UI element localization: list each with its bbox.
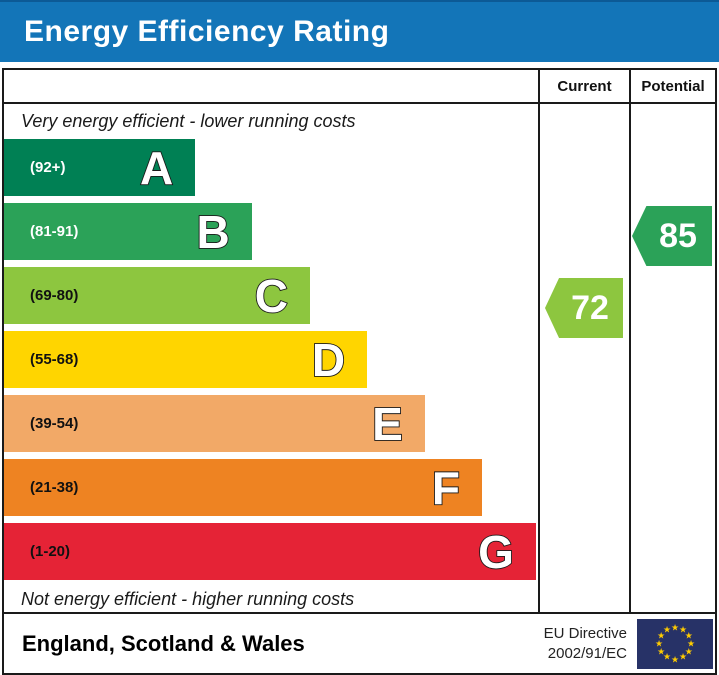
eu-star-icon: ★ [670, 654, 680, 664]
current-rating-value: 72 [571, 288, 609, 327]
band-c-letter: C [254, 269, 289, 322]
band-f: (21-38) F [4, 459, 482, 516]
current-rating-arrow: 72 [545, 278, 623, 338]
band-f-range: (21-38) [30, 479, 79, 496]
header-cell-potential: Potential [629, 70, 715, 102]
eu-star-icon: ★ [686, 638, 696, 648]
band-g-letter: G [477, 525, 515, 578]
band-a-letter: A [139, 141, 174, 194]
eu-flag-icon: ★ ★ ★ ★ ★ ★ ★ ★ ★ ★ ★ ★ [637, 618, 713, 669]
potential-rating-arrow: 85 [632, 206, 712, 266]
eu-star-icon: ★ [678, 624, 688, 635]
band-g-range: (1-20) [30, 543, 71, 560]
band-e-letter: E [371, 397, 403, 450]
band-c-range: (69-80) [30, 287, 79, 304]
caption-very-efficient: Very energy efficient - lower running co… [21, 111, 356, 131]
band-a: (92+) A [4, 139, 196, 196]
eu-star-icon: ★ [670, 622, 680, 632]
rating-bands-area: Very energy efficient - lower running co… [4, 102, 538, 612]
band-g: (1-20) G [4, 523, 536, 580]
potential-rating-column: 85 [629, 102, 715, 612]
band-e: (39-54) E [4, 395, 425, 452]
current-rating-column: 72 [538, 102, 629, 612]
band-d: (55-68) D [4, 331, 368, 388]
band-d-letter: D [311, 333, 346, 386]
band-a-range: (92+) [30, 159, 66, 176]
eu-star-icon: ★ [657, 646, 666, 656]
potential-rating-value: 85 [659, 216, 697, 255]
eu-star-icon: ★ [662, 624, 672, 635]
title-bar: Energy Efficiency Rating [0, 0, 719, 62]
page-title: Energy Efficiency Rating [24, 15, 390, 48]
band-b-range: (81-91) [30, 223, 79, 240]
eu-star-icon: ★ [654, 638, 664, 648]
eu-star-icon: ★ [684, 630, 693, 640]
energy-rating-table: Current Potential Very energy efficient … [2, 68, 717, 675]
band-b-letter: B [196, 205, 231, 258]
band-b: (81-91) B [4, 203, 252, 260]
eu-star-icon: ★ [657, 630, 666, 640]
region-label: England, Scotland & Wales [22, 630, 305, 656]
eu-star-icon: ★ [678, 651, 688, 662]
header-cell-empty [4, 70, 538, 102]
eu-star-icon: ★ [684, 646, 693, 656]
eu-directive-line1: EU Directive [543, 624, 627, 642]
eu-star-icon: ★ [662, 651, 672, 662]
band-d-range: (55-68) [30, 351, 79, 368]
eu-directive-label: EU Directive 2002/91/EC [544, 624, 627, 664]
caption-not-efficient: Not energy efficient - higher running co… [21, 588, 355, 609]
header-cell-current: Current [538, 70, 629, 102]
band-f-letter: F [431, 461, 461, 514]
eu-directive-line2: 2002/91/EC [547, 644, 627, 662]
band-c: (69-80) C [4, 267, 310, 324]
band-e-range: (39-54) [30, 415, 79, 432]
footer-row: England, Scotland & Wales EU Directive 2… [4, 612, 715, 673]
